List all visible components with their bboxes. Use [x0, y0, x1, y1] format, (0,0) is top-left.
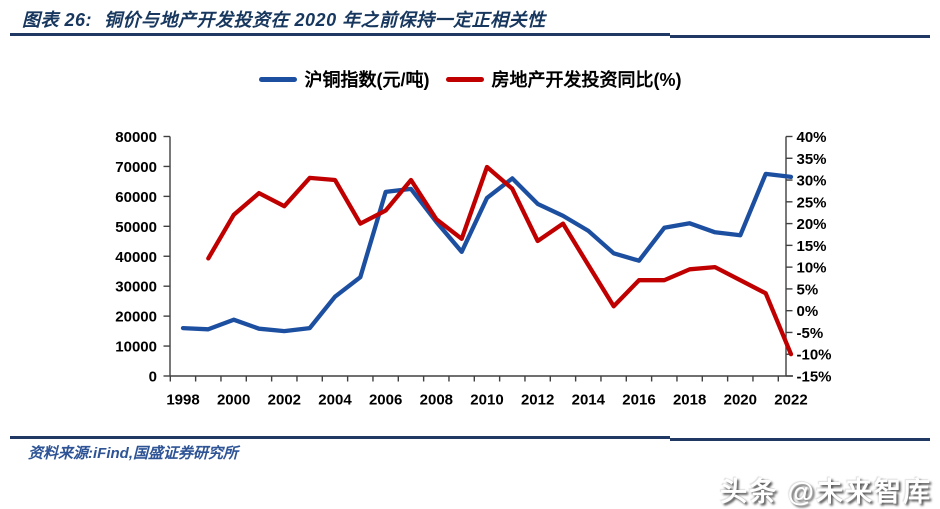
- x-axis-tick-label: 2004: [318, 392, 352, 409]
- x-axis-tick-label: 2000: [217, 392, 250, 409]
- series-line-copper: [180, 171, 794, 334]
- left-axis-tick-label: 70000: [115, 159, 157, 176]
- right-axis-tick-label: 40%: [797, 129, 827, 146]
- x-axis-tick-label: 1998: [166, 392, 199, 409]
- right-axis-tick-label: 15%: [797, 238, 827, 255]
- left-axis-tick-label: 40000: [115, 249, 157, 266]
- x-axis-tick-label: 2020: [724, 392, 757, 409]
- x-axis-tick-label: 2016: [622, 392, 655, 409]
- left-axis-tick-label: 10000: [115, 339, 157, 356]
- bottom-rule-left: [10, 436, 670, 439]
- x-axis-tick-label: 2006: [369, 392, 402, 409]
- right-axis-tick-label: 20%: [797, 216, 827, 233]
- figure-label: 图表 26:: [22, 10, 93, 30]
- right-axis-tick-label: -5%: [797, 325, 824, 342]
- right-axis-tick-label: -15%: [797, 369, 832, 386]
- right-axis-tick-label: 10%: [797, 260, 827, 277]
- series-line-investment: [206, 164, 794, 357]
- legend-swatch-copper: [258, 76, 297, 82]
- left-axis-tick-label: 30000: [115, 279, 157, 296]
- x-axis-tick-label: 2022: [774, 392, 807, 409]
- x-axis-tick-label: 2002: [268, 392, 301, 409]
- left-axis-tick-label: 80000: [115, 129, 157, 146]
- right-axis-tick-label: -10%: [797, 347, 832, 364]
- right-axis-tick-label: 25%: [797, 194, 827, 211]
- source-note: 资料来源:iFind,国盛证券研究所: [28, 445, 238, 462]
- legend-swatch-investment: [445, 76, 484, 82]
- bottom-rule-right: [670, 438, 930, 441]
- title-rule-right: [670, 35, 930, 38]
- right-axis-tick-label: 0%: [797, 303, 819, 320]
- watermark: 头条 @未来智库: [720, 477, 932, 507]
- figure-title: 图表 26: 铜价与地产开发投资在 2020 年之前保持一定正相关性: [22, 6, 546, 32]
- legend-label-investment: 房地产开发投资同比(%): [491, 70, 682, 90]
- legend-item-copper: 沪铜指数(元/吨): [258, 66, 430, 92]
- x-axis-tick-label: 2018: [673, 392, 706, 409]
- left-axis-tick-label: 60000: [115, 189, 157, 206]
- left-axis-tick-label: 20000: [115, 309, 157, 326]
- chart-legend: 沪铜指数(元/吨) 房地产开发投资同比(%): [0, 66, 940, 92]
- legend-item-investment: 房地产开发投资同比(%): [445, 66, 682, 92]
- right-axis-tick-label: 5%: [797, 281, 819, 298]
- right-axis-tick-label: 35%: [797, 151, 827, 168]
- x-axis-tick-label: 2008: [420, 392, 453, 409]
- right-axis-tick-label: 30%: [797, 173, 827, 190]
- left-axis-tick-label: 0: [149, 369, 157, 386]
- x-axis-tick-label: 2010: [470, 392, 503, 409]
- left-axis-tick-label: 50000: [115, 219, 157, 236]
- legend-label-copper: 沪铜指数(元/吨): [304, 70, 430, 90]
- title-rule-left: [10, 33, 670, 36]
- x-axis-tick-label: 2014: [572, 392, 606, 409]
- x-axis-tick-label: 2012: [521, 392, 554, 409]
- figure-title-text: 铜价与地产开发投资在 2020 年之前保持一定正相关性: [104, 10, 546, 30]
